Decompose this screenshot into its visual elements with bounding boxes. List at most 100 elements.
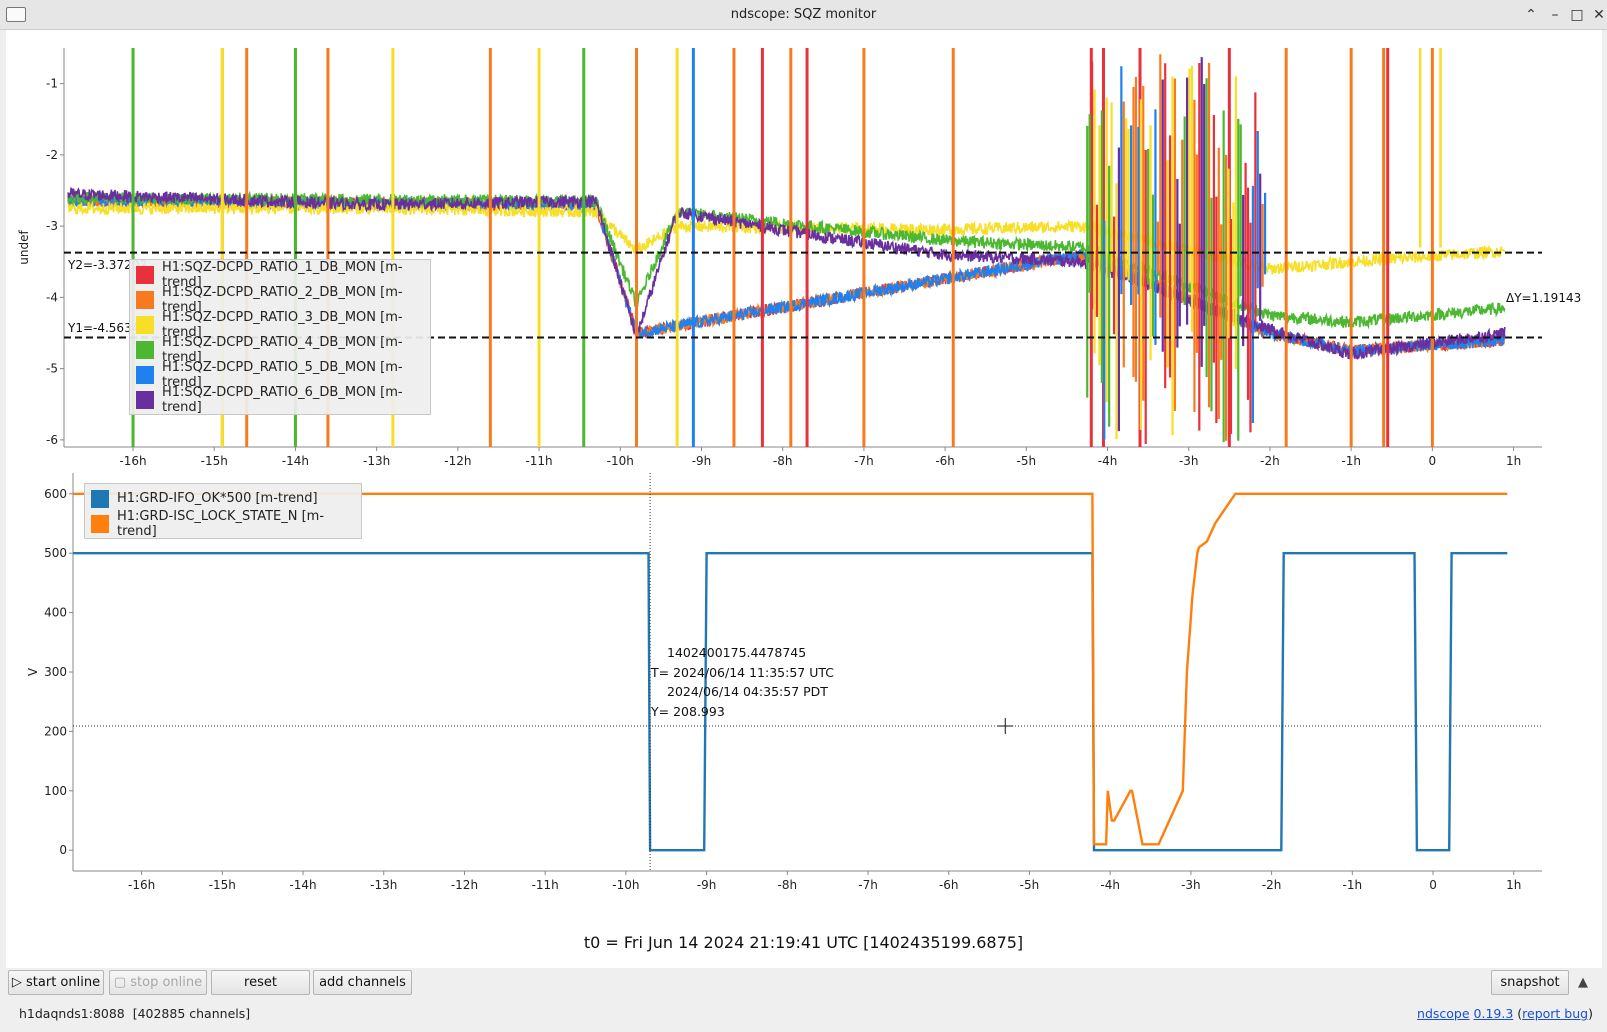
x-tick-label: -12h (444, 454, 471, 468)
x-tick-label: -9h (697, 878, 717, 892)
top-plot[interactable]: -1 -2 -3 -4 -5 -6 -16h -15h -14h -13h -12h -11h -10h… (17, 48, 1542, 468)
x-tick-label: -10h (607, 454, 634, 468)
x-tick-label: -15h (201, 454, 228, 468)
expand-arrow-icon[interactable]: ▲ (1578, 975, 1588, 990)
y2-cursor-label: Y2=-3.37202 (68, 258, 147, 272)
top-legend-item[interactable]: H1:SQZ-DCPD_RATIO_4_DB_MON [m-trend] (136, 334, 424, 365)
legend-label: H1:GRD-ISC_LOCK_STATE_N [m-trend] (117, 508, 325, 539)
window-titlebar: ndscope: SQZ monitor ⌃ – □ ✕ (0, 0, 1607, 30)
data-layer (67, 48, 1506, 447)
x-tick-label: 0 (1429, 878, 1437, 892)
x-tick-label: -4h (1098, 454, 1118, 468)
x-tick-label: -12h (451, 878, 478, 892)
legend-swatch (136, 365, 154, 384)
x-tick-label: -13h (363, 454, 390, 468)
legend-swatch (91, 514, 109, 533)
y-tick-label: 400 (44, 606, 67, 620)
legend-label: H1:SQZ-DCPD_RATIO_6_DB_MON [m-trend] (162, 384, 403, 415)
x-tick-label: -6h (939, 878, 959, 892)
x-tick-label: -3h (1181, 878, 1201, 892)
legend-label: H1:SQZ-DCPD_RATIO_5_DB_MON [m-trend] (162, 359, 403, 390)
plot-canvas[interactable]: -1 -2 -3 -4 -5 -6 -16h -15h -14h -13h -12h -11h -10h… (6, 30, 1602, 968)
top-plot-legend[interactable]: H1:SQZ-DCPD_RATIO_1_DB_MON [m-trend] H1:S… (129, 259, 431, 415)
top-legend-item[interactable]: H1:SQZ-DCPD_RATIO_2_DB_MON [m-trend] (136, 285, 424, 315)
status-bar: h1daqnds1:8088 [402885 channels] ndscope… (0, 998, 1607, 1032)
y-tick-label: -4 (46, 290, 58, 304)
x-tick-label: -11h (532, 878, 559, 892)
top-legend-item[interactable]: H1:SQZ-DCPD_RATIO_6_DB_MON [m-trend] (136, 384, 424, 415)
legend-label: H1:SQZ-DCPD_RATIO_4_DB_MON [m-trend] (162, 334, 403, 365)
y-tick-label: 0 (59, 843, 67, 857)
window-title: ndscope: SQZ monitor (730, 7, 877, 22)
bottom-legend-item[interactable]: H1:GRD-IFO_OK*500 [m-trend] (91, 486, 355, 511)
legend-label: H1:SQZ-DCPD_RATIO_3_DB_MON [m-trend] (162, 309, 403, 340)
x-tick-label: -15h (209, 878, 236, 892)
y-tick-label: 200 (44, 724, 67, 738)
stop-online-button[interactable]: ▢ stop online (109, 970, 207, 995)
data-layer (73, 492, 1508, 852)
legend-swatch (136, 315, 154, 334)
x-tick-label: -2h (1260, 454, 1280, 468)
x-tick-label: -6h (935, 454, 955, 468)
y-tick-label: 300 (44, 665, 67, 679)
x-tick-label: -16h (128, 878, 155, 892)
legend-label: H1:SQZ-DCPD_RATIO_1_DB_MON [m-trend] (162, 259, 403, 290)
chevron-up-icon[interactable]: ⌃ (1525, 7, 1537, 23)
series-line-1 (73, 552, 1508, 852)
legend-swatch (136, 265, 154, 284)
x-tick-label: -10h (612, 878, 639, 892)
x-tick-label: -14h (289, 878, 316, 892)
version-link[interactable]: 0.19.3 (1473, 1006, 1514, 1021)
t0-label: t0 = Fri Jun 14 2024 21:19:41 UTC [14024… (583, 933, 1024, 952)
y-tick-label: 500 (44, 546, 67, 560)
y-tick-label: -5 (46, 362, 58, 376)
legend-swatch (136, 390, 154, 409)
legend-swatch (136, 340, 154, 359)
top-legend-item[interactable]: H1:SQZ-DCPD_RATIO_3_DB_MON [m-trend] (136, 309, 424, 340)
bottom-legend-item[interactable]: H1:GRD-ISC_LOCK_STATE_N [m-trend] (91, 508, 355, 539)
y1-cursor-label: Y1=-4.56345 (68, 321, 147, 335)
y-tick-label: -2 (46, 148, 58, 162)
snapshot-button[interactable]: snapshot (1491, 970, 1569, 995)
y-tick-label: -1 (46, 77, 58, 91)
report-bug-link[interactable]: report bug (1522, 1006, 1589, 1021)
x-tick-label: -1h (1343, 878, 1363, 892)
ndscope-link[interactable]: ndscope (1417, 1006, 1470, 1021)
x-tick-label: -11h (525, 454, 552, 468)
maximize-icon[interactable]: □ (1570, 7, 1584, 23)
y-tick-label: -3 (46, 219, 58, 233)
bottom-plot[interactable]: 600 500 400 300 200 100 0 -16h -15h -14h -13h -12h -… (26, 473, 1542, 892)
legend-label: H1:GRD-IFO_OK*500 [m-trend] (117, 491, 318, 506)
y-axis-label: V (26, 667, 40, 676)
x-tick-label: -9h (692, 454, 712, 468)
plot-svg[interactable]: -1 -2 -3 -4 -5 -6 -16h -15h -14h -13h -12h -11h -10h… (6, 30, 1602, 968)
x-tick-label: 1h (1506, 878, 1521, 892)
server-status: h1daqnds1:8088 [402885 channels] (19, 1006, 251, 1021)
add-channels-button[interactable]: add channels (313, 970, 412, 995)
readout-time-pdt: 2024/06/14 04:35:57 PDT (667, 684, 828, 699)
bottom-plot-legend[interactable]: H1:GRD-IFO_OK*500 [m-trend] H1:GRD-ISC_LO… (84, 483, 362, 539)
top-legend-item[interactable]: H1:SQZ-DCPD_RATIO_5_DB_MON [m-trend] (136, 359, 424, 390)
close-icon[interactable]: ✕ (1593, 7, 1605, 23)
series-line-6 (67, 186, 1506, 360)
y-axis-label: undef (17, 230, 31, 265)
reset-button[interactable]: reset (211, 970, 310, 995)
x-tick-label: -2h (1262, 878, 1282, 892)
readout-gps: 1402400175.4478745 (667, 645, 807, 660)
delta-y-label: ΔY=1.19143 (1506, 291, 1582, 305)
x-tick-label: -13h (370, 878, 397, 892)
minimize-icon[interactable]: – (1551, 7, 1559, 23)
cursor-readout: 1402400175.4478745 T= 2024/06/14 11:35:5… (651, 643, 834, 721)
legend-swatch (91, 489, 109, 508)
x-tick-label: -7h (854, 454, 874, 468)
x-tick-label: -3h (1179, 454, 1199, 468)
top-legend-item[interactable]: H1:SQZ-DCPD_RATIO_1_DB_MON [m-trend] (136, 259, 424, 290)
x-tick-label: 1h (1506, 454, 1521, 468)
x-tick-label: -1h (1341, 454, 1361, 468)
y-tick-label: 100 (44, 784, 67, 798)
start-online-button[interactable]: ▷ start online (8, 970, 104, 995)
readout-time-utc: T= 2024/06/14 11:35:57 UTC (651, 664, 834, 680)
x-tick-label: -7h (858, 878, 878, 892)
app-window-icon (6, 7, 26, 22)
x-tick-label: -5h (1020, 878, 1040, 892)
